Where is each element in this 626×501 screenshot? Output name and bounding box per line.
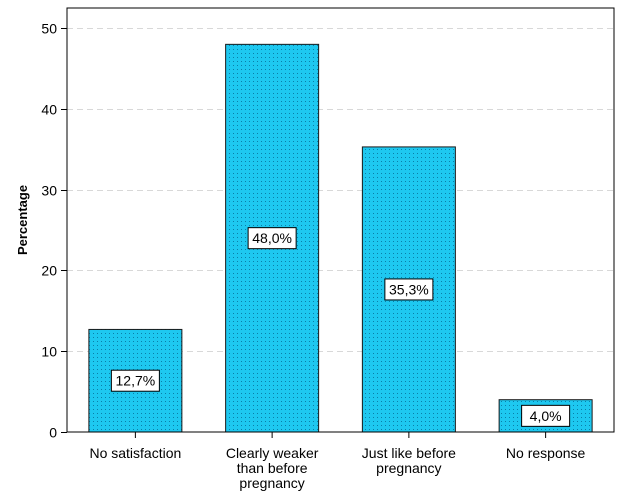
data-label: 12,7% [110, 369, 160, 392]
data-label-text: 35,3% [389, 281, 429, 297]
x-tick-label: No satisfaction [89, 445, 181, 461]
plot-frame [66, 7, 615, 433]
data-label-text: 12,7% [116, 373, 156, 389]
y-axis-label: Percentage [15, 185, 30, 255]
x-tick-label: Clearly weaker than before pregnancy [226, 445, 319, 491]
y-tick-label: 0 [49, 425, 57, 441]
x-tick-label: Just like before pregnancy [362, 445, 456, 476]
data-label-box [384, 278, 434, 301]
data-label: 48,0% [247, 227, 297, 250]
data-label-box [110, 369, 160, 392]
labels: 0 10 20 30 40 50 No satisfaction 12,7% Clearly w… [41, 21, 585, 492]
gridlines [67, 28, 614, 352]
data-label: 35,3% [384, 278, 434, 301]
data-label-text: 4,0% [530, 408, 562, 424]
y-tick-label: 30 [41, 183, 57, 199]
x-tick-label: No response [506, 445, 586, 461]
bars [88, 43, 593, 433]
y-tick-label: 50 [41, 21, 57, 37]
data-label-text: 48,0% [252, 230, 292, 246]
y-tick-label: 10 [41, 344, 57, 360]
y-tick-label: 20 [41, 263, 57, 279]
data-label: 4,0% [521, 404, 571, 427]
axes [61, 7, 615, 438]
data-label-box [247, 227, 297, 250]
y-tick-label: 40 [41, 102, 57, 118]
data-label-box [521, 404, 571, 427]
